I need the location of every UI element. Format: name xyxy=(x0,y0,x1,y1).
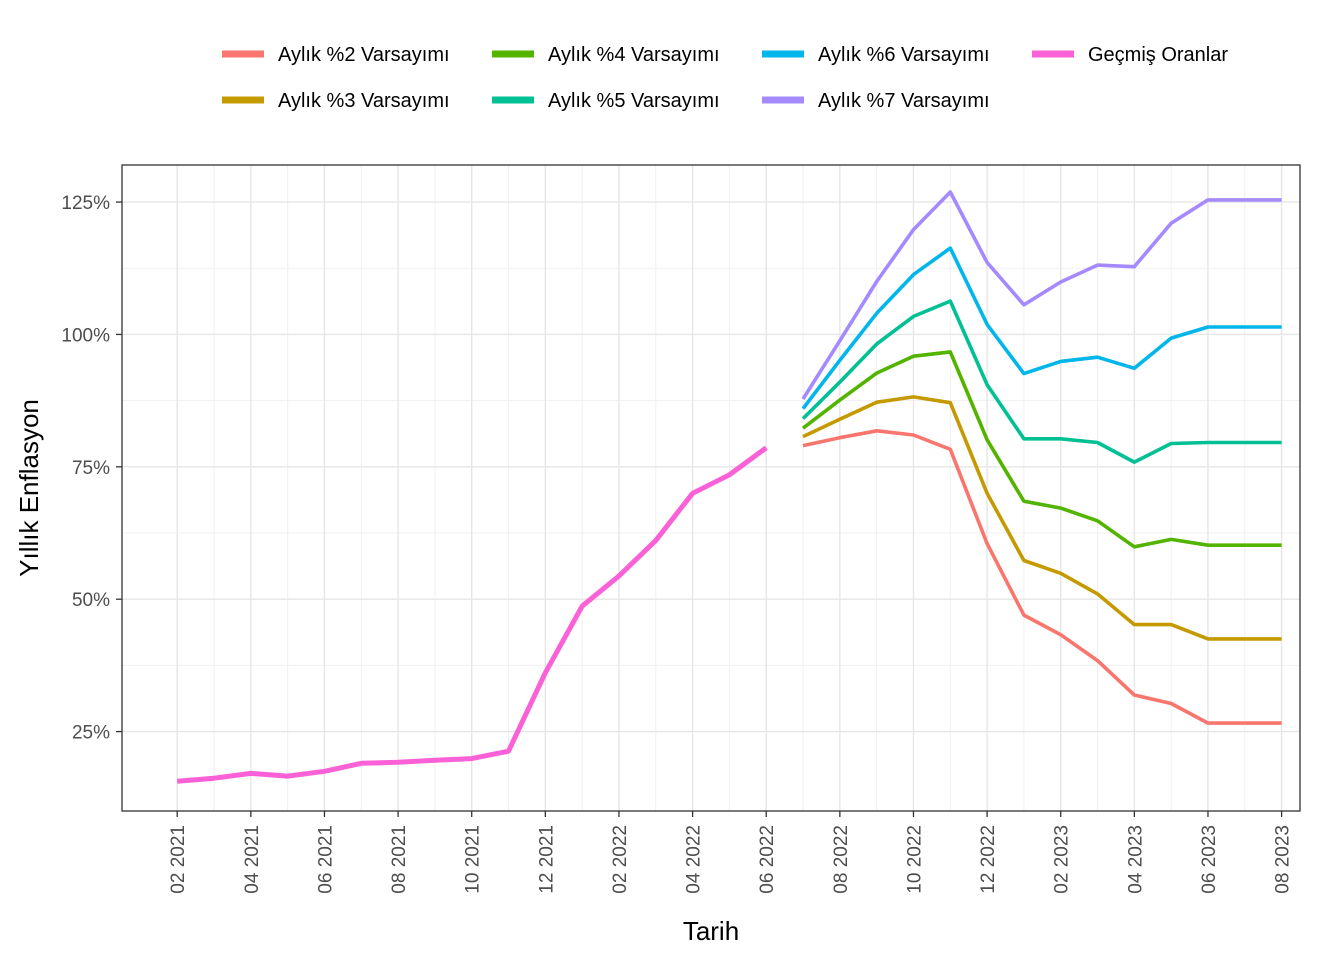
plot-background xyxy=(122,165,1300,811)
legend-item: Aylık %6 Varsayımı xyxy=(762,44,990,66)
x-tick-label: 10 2021 xyxy=(463,825,484,894)
series-lines xyxy=(176,190,1282,784)
legend-label: Aylık %4 Varsayımı xyxy=(548,44,720,66)
legend-item: Aylık %2 Varsayımı xyxy=(222,44,450,66)
legend-label: Aylık %2 Varsayımı xyxy=(278,44,450,66)
x-tick-label: 04 2021 xyxy=(242,825,263,894)
y-axis-title: Yıllık Enflasyon xyxy=(14,399,44,577)
x-tick-label: 12 2021 xyxy=(536,825,557,894)
x-tick-label: 06 2022 xyxy=(757,825,778,894)
x-axis-title: Tarih xyxy=(683,916,739,946)
series-line-2 xyxy=(802,395,1282,641)
plot-area xyxy=(121,164,1301,812)
x-tick-label: 08 2022 xyxy=(831,825,852,894)
legend-item: Aylık %4 Varsayımı xyxy=(492,44,720,66)
legend-label: Aylık %5 Varsayımı xyxy=(548,90,720,112)
legend-item: Aylık %5 Varsayımı xyxy=(492,90,720,112)
x-tick-label: 10 2022 xyxy=(904,825,925,894)
y-axis: 25% 50% 75% 100% 125% xyxy=(61,193,122,744)
legend-label: Aylık %3 Varsayımı xyxy=(278,90,450,112)
legend-item: Aylık %3 Varsayımı xyxy=(222,90,450,112)
x-tick-label: 06 2023 xyxy=(1199,825,1220,894)
legend-label: Aylık %7 Varsayımı xyxy=(818,90,990,112)
x-tick-label: 08 2023 xyxy=(1273,825,1294,894)
plot-border xyxy=(121,164,1301,812)
legend-label: Aylık %6 Varsayımı xyxy=(818,44,990,66)
series-line-7 xyxy=(176,445,768,784)
x-tick-label: 02 2023 xyxy=(1052,825,1073,894)
series-line-6 xyxy=(801,190,1282,400)
x-tick-label: 02 2022 xyxy=(610,825,631,894)
x-tick-label: 02 2021 xyxy=(168,825,189,894)
x-tick-label: 04 2022 xyxy=(684,825,705,894)
legend-item: Aylık %7 Varsayımı xyxy=(762,90,990,112)
x-tick-label: 12 2022 xyxy=(978,825,999,894)
y-tick-label: 50% xyxy=(72,590,110,611)
y-tick-label: 125% xyxy=(61,193,110,214)
series-line-3 xyxy=(801,350,1282,549)
series-line-1 xyxy=(802,428,1282,725)
y-tick-label: 100% xyxy=(61,325,110,346)
x-tick-label: 06 2021 xyxy=(315,825,336,894)
x-tick-label: 04 2023 xyxy=(1125,825,1146,894)
legend-label: Geçmiş Oranlar xyxy=(1088,44,1228,66)
series-line-4 xyxy=(801,299,1282,464)
minor-gridlines xyxy=(122,165,1300,811)
series-line-5 xyxy=(801,246,1282,410)
y-tick-label: 25% xyxy=(72,723,110,744)
legend-item: Geçmiş Oranlar xyxy=(1032,44,1228,66)
major-gridlines xyxy=(122,165,1300,811)
y-tick-label: 75% xyxy=(72,458,110,479)
x-axis: 02 2021 04 2021 06 2021 08 2021 10 2021 12 20… xyxy=(168,811,1294,894)
legend: Aylık %2 Varsayımı Aylık %3 Varsayımı Aylı… xyxy=(222,44,1228,112)
x-tick-label: 08 2021 xyxy=(389,825,410,894)
